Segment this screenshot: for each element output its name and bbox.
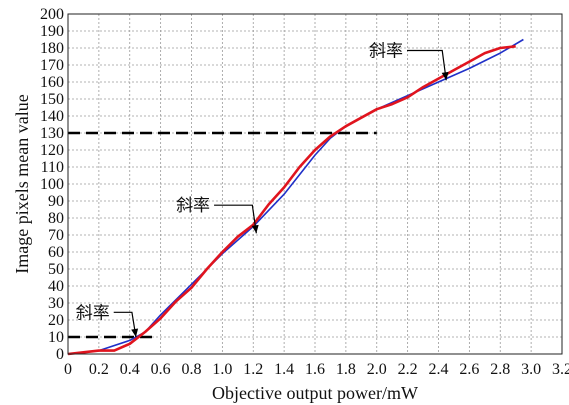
- x-tick-label: 1.2: [243, 361, 263, 378]
- annotation-arrowhead: [441, 71, 449, 81]
- x-tick-label: 1.0: [212, 361, 232, 378]
- y-axis-title: Image pixels mean value: [12, 94, 32, 273]
- y-tick-label: 200: [40, 6, 64, 23]
- y-tick-label: 150: [40, 91, 64, 108]
- annotation-label: 斜率: [369, 42, 403, 62]
- grid: [67, 13, 563, 355]
- x-tick-label: 2.2: [398, 361, 418, 378]
- annotation-arrow: [214, 204, 257, 234]
- y-tick-label: 100: [40, 176, 64, 193]
- y-tick-label: 170: [40, 57, 64, 74]
- y-tick-label: 130: [40, 125, 64, 142]
- x-tick-label: 1.8: [336, 361, 356, 378]
- y-tick-label: 20: [48, 312, 64, 329]
- y-tick-label: 190: [40, 23, 64, 40]
- reference-lines: [68, 131, 377, 339]
- y-tick-label: 120: [40, 142, 64, 159]
- y-tick-label: 10: [48, 329, 64, 346]
- annotation-label: 斜率: [176, 196, 210, 216]
- series-line-1: [67, 45, 516, 356]
- annotation-arrowhead: [251, 224, 259, 234]
- x-tick-label: 3.0: [521, 361, 541, 378]
- x-tick-label: 0.4: [120, 361, 140, 378]
- annotation-label: 斜率: [76, 303, 110, 323]
- y-tick-label: 160: [40, 74, 64, 91]
- y-tick-label: 140: [40, 108, 64, 125]
- x-tick-label: 2.8: [490, 361, 510, 378]
- x-tick-label: 2.6: [459, 361, 479, 378]
- annotation-arrow: [407, 49, 447, 81]
- x-tick-label: 0.6: [151, 361, 171, 378]
- x-tick-label: 0.8: [182, 361, 202, 378]
- y-tick-label: 0: [56, 346, 64, 363]
- x-tick-label: 0.2: [89, 361, 109, 378]
- annotation-arrow: [113, 311, 137, 338]
- y-tick-label: 30: [48, 295, 64, 312]
- annotation-arrowhead: [131, 328, 139, 337]
- x-tick-label: 1.6: [305, 361, 325, 378]
- x-axis-title: Objective output power/mW: [212, 383, 418, 403]
- x-tick-labels: 0 0.2 0.4 0.6 0.8 1.0 1.2 1.4 1.6 1.8 2.0 2.2 2.4 2.6…: [64, 361, 569, 378]
- x-tick-label: 2.4: [429, 361, 449, 378]
- y-tick-label: 50: [48, 261, 64, 278]
- x-tick-label: 3.2: [552, 361, 569, 378]
- series-line-2: [67, 38, 524, 355]
- y-tick-label: 180: [40, 40, 64, 57]
- x-tick-label: 0: [64, 361, 72, 378]
- y-tick-label: 70: [48, 227, 64, 244]
- y-tick-label: 110: [41, 159, 64, 176]
- plot-frame: [67, 13, 563, 355]
- y-tick-label: 40: [48, 278, 64, 295]
- y-tick-labels: 0102030405060708090100110120130140150160…: [40, 6, 64, 363]
- x-tick-label: 2.0: [367, 361, 387, 378]
- y-tick-label: 60: [48, 244, 64, 261]
- x-tick-label: 1.4: [274, 361, 294, 378]
- y-tick-label: 80: [48, 210, 64, 227]
- series-lines: [67, 38, 524, 356]
- y-tick-label: 90: [48, 193, 64, 210]
